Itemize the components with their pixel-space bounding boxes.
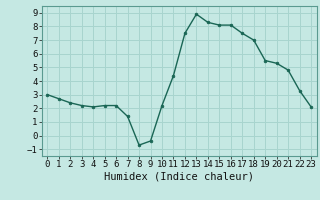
X-axis label: Humidex (Indice chaleur): Humidex (Indice chaleur) — [104, 172, 254, 182]
